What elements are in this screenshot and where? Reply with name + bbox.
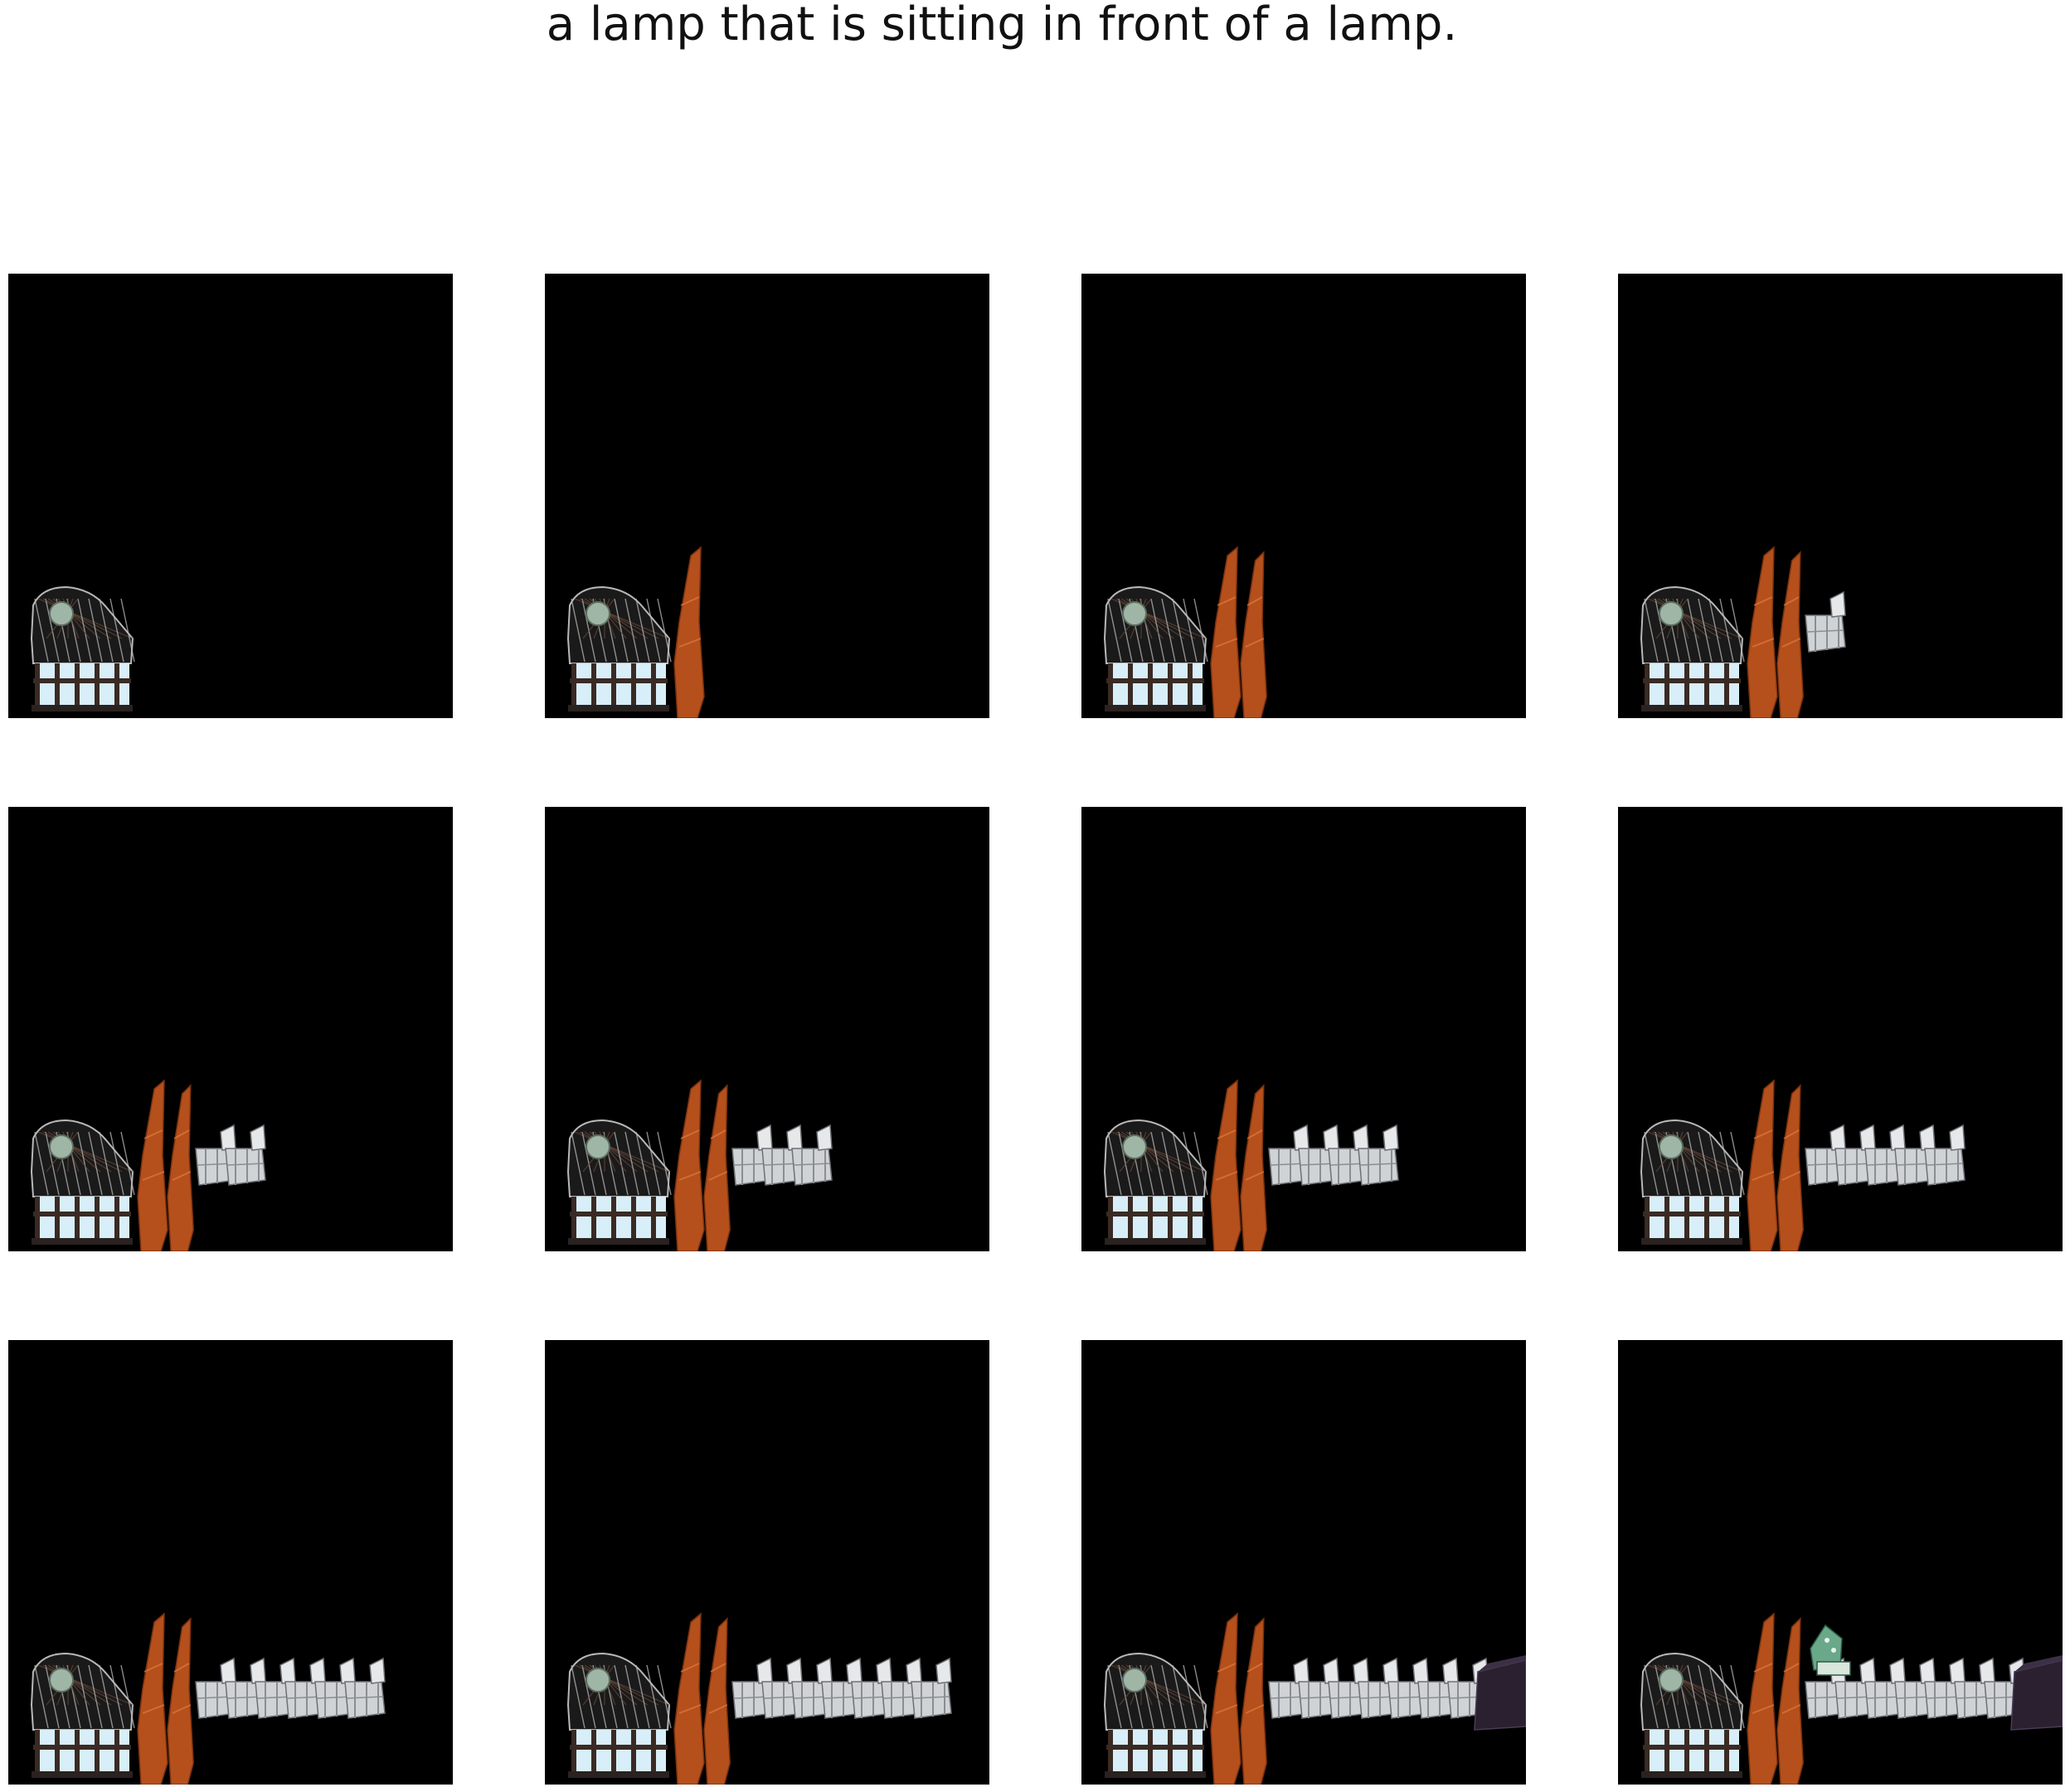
scene-render xyxy=(1618,1340,2063,1785)
lamp-object xyxy=(566,1652,672,1778)
dark-cube xyxy=(2010,1655,2063,1731)
gray-chair xyxy=(225,1657,266,1719)
orange-chair xyxy=(1210,546,1242,718)
lamp-object xyxy=(30,585,135,711)
scene-render xyxy=(8,274,453,718)
lamp-object xyxy=(30,1119,135,1245)
lamp-object xyxy=(1103,1119,1208,1245)
scene-panel-4 xyxy=(1618,274,2063,718)
orange-chair xyxy=(1240,1084,1267,1251)
scene-render xyxy=(8,1340,453,1785)
scene-render xyxy=(1618,807,2063,1251)
scene-panel-6 xyxy=(545,807,989,1251)
scene-panel-3 xyxy=(1081,274,1526,718)
scene-render xyxy=(545,274,989,718)
gray-chair xyxy=(1805,590,1846,653)
orange-chair xyxy=(1240,551,1267,718)
gray-chair xyxy=(1894,1124,1936,1186)
orange-chair xyxy=(1747,1079,1778,1251)
scene-panel-7 xyxy=(1081,807,1526,1251)
scene-panel-8 xyxy=(1618,807,2063,1251)
gray-chair xyxy=(314,1657,356,1719)
orange-chair xyxy=(1210,1612,1242,1785)
gray-chair xyxy=(911,1657,952,1719)
orange-chair xyxy=(1776,1084,1804,1251)
lamp-object xyxy=(1640,1119,1745,1245)
lamp-object xyxy=(1103,585,1208,711)
gray-chair xyxy=(284,1657,326,1719)
gray-chair xyxy=(1358,1124,1399,1186)
orange-chair xyxy=(1747,1612,1778,1785)
orange-chair xyxy=(673,546,705,718)
scene-render xyxy=(1618,274,2063,718)
orange-chair xyxy=(1776,1617,1804,1785)
orange-chair xyxy=(1747,546,1778,718)
gray-chair xyxy=(1834,1124,1876,1186)
green-object xyxy=(1810,1624,1851,1676)
lamp-object xyxy=(566,1119,672,1245)
dark-cube xyxy=(1474,1655,1526,1731)
gray-chair xyxy=(195,1124,236,1186)
gray-chair xyxy=(1954,1657,1995,1719)
gray-chair xyxy=(851,1657,892,1719)
lamp-object xyxy=(1103,1652,1208,1778)
orange-chair xyxy=(137,1079,168,1251)
scene-render xyxy=(1081,274,1526,718)
gray-chair xyxy=(1298,1657,1339,1719)
orange-chair xyxy=(1776,551,1804,718)
scene-panel-12 xyxy=(1618,1340,2063,1785)
gray-chair xyxy=(1864,1124,1906,1186)
lamp-object xyxy=(1640,585,1745,711)
orange-chair xyxy=(703,1084,731,1251)
gray-chair xyxy=(344,1657,386,1719)
scene-panel-2 xyxy=(545,274,989,718)
orange-chair xyxy=(1210,1079,1242,1251)
lamp-object xyxy=(1640,1652,1745,1778)
scene-render xyxy=(545,1340,989,1785)
gray-chair xyxy=(1924,1124,1966,1186)
scene-panel-11 xyxy=(1081,1340,1526,1785)
gray-chair xyxy=(1894,1657,1936,1719)
gray-chair xyxy=(195,1657,236,1719)
scene-render xyxy=(8,807,453,1251)
scene-panel-9 xyxy=(8,1340,453,1785)
scene-panel-10 xyxy=(545,1340,989,1785)
lamp-object xyxy=(30,1652,135,1778)
gray-chair xyxy=(1358,1657,1399,1719)
scene-render xyxy=(1081,807,1526,1251)
lamp-object xyxy=(566,585,672,711)
figure-title: a lamp that is sitting in front of a lam… xyxy=(546,0,1458,51)
scene-panel-1 xyxy=(8,274,453,718)
orange-chair xyxy=(167,1617,194,1785)
orange-chair xyxy=(673,1612,705,1785)
orange-chair xyxy=(137,1612,168,1785)
gray-chair xyxy=(821,1657,862,1719)
orange-chair xyxy=(703,1617,731,1785)
orange-chair xyxy=(673,1079,705,1251)
gray-chair xyxy=(791,1124,833,1186)
orange-chair xyxy=(1240,1617,1267,1785)
scene-render xyxy=(1081,1340,1526,1785)
scene-render xyxy=(545,807,989,1251)
gray-chair xyxy=(225,1124,266,1186)
orange-chair xyxy=(167,1084,194,1251)
scene-panel-5 xyxy=(8,807,453,1251)
